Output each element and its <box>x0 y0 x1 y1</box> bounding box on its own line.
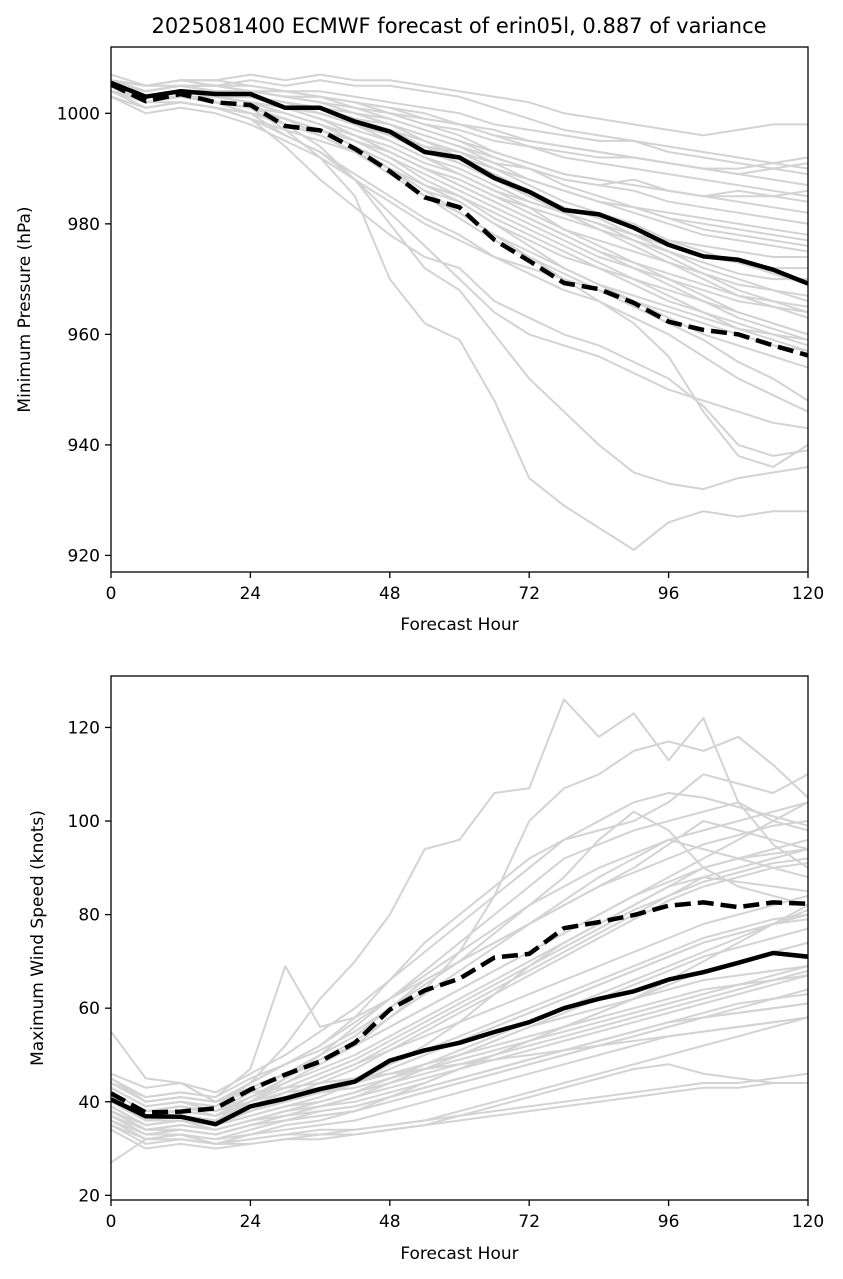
pressure-plot-area <box>111 73 808 551</box>
pressure-dashed-mean-line <box>111 82 808 358</box>
wind-x-tick-label: 24 <box>240 1212 262 1232</box>
pressure-ensemble-line <box>111 90 808 314</box>
pressure-ensemble-line <box>111 79 808 170</box>
wind-y-tick-label: 60 <box>78 999 100 1019</box>
wind-ensemble-line <box>111 974 808 1113</box>
wind-ensemble-line <box>111 974 808 1131</box>
pressure-x-tick-label: 0 <box>106 584 117 604</box>
wind-ensemble-line <box>111 792 808 1094</box>
wind-y-tick-label: 20 <box>78 1186 100 1206</box>
pressure-y-axis-label: Minimum Pressure (hPa) <box>15 206 35 412</box>
pressure-x-tick-label: 72 <box>518 584 540 604</box>
pressure-ensemble-line <box>111 79 808 187</box>
pressure-y-tick-label: 1000 <box>57 104 100 124</box>
pressure-ensemble-line <box>111 84 808 242</box>
pressure-solid-mean-line <box>111 80 808 286</box>
wind-x-tick-label: 96 <box>658 1212 680 1232</box>
wind-x-tick-label: 120 <box>792 1212 824 1232</box>
pressure-ensemble-line <box>111 90 808 341</box>
wind-y-tick-label: 40 <box>78 1093 100 1113</box>
wind-ensemble-line <box>111 820 808 1099</box>
pressure-ensemble-line <box>111 79 808 176</box>
wind-ensemble-line <box>111 876 808 1113</box>
wind-axes-frame <box>110 675 809 1201</box>
pressure-y-tick-label: 960 <box>68 325 100 345</box>
figure-title: 2025081400 ECMWF forecast of erin05l, 0.… <box>151 14 766 38</box>
wind-panel: 0 24 48 72 96 120 20 40 60 80 100 120 Forecast Hour M… <box>28 675 824 1264</box>
wind-ensemble-line <box>111 1002 808 1136</box>
pressure-x-tick-label: 120 <box>792 584 824 604</box>
wind-dashed-mean-line <box>111 900 808 1115</box>
pressure-x-axis-label: Forecast Hour <box>400 615 518 635</box>
pressure-ensemble-line <box>111 73 808 137</box>
wind-y-tick-label: 120 <box>68 718 100 738</box>
wind-x-axis-label: Forecast Hour <box>400 1244 518 1264</box>
wind-y-tick-label: 100 <box>68 812 100 832</box>
wind-ensemble-line <box>111 801 808 1103</box>
wind-ensemble-line <box>111 801 808 1103</box>
wind-ensemble-line <box>111 838 808 1117</box>
wind-y-axis-label: Maximum Wind Speed (knots) <box>28 810 48 1066</box>
wind-ensemble-line <box>111 1016 808 1103</box>
pressure-x-tick-label: 24 <box>240 584 262 604</box>
pressure-ensemble-line <box>111 79 808 198</box>
wind-x-tick-label: 48 <box>379 1212 401 1232</box>
wind-x-tick-label: 0 <box>106 1212 117 1232</box>
wind-ensemble-line <box>111 1072 808 1145</box>
wind-ensemble-line <box>111 1082 808 1150</box>
pressure-y-tick-label: 940 <box>68 436 100 456</box>
pressure-ensemble-line <box>111 95 808 352</box>
wind-solid-mean-line <box>111 950 808 1127</box>
wind-ensemble-line <box>111 913 808 1117</box>
wind-ensemble-line <box>111 857 808 1117</box>
pressure-x-tick-label: 48 <box>379 584 401 604</box>
pressure-y-tick-label: 920 <box>68 546 100 566</box>
wind-x-tick-label: 72 <box>518 1212 540 1232</box>
pressure-y-tick-label: 980 <box>68 215 100 235</box>
wind-y-tick-label: 80 <box>78 906 100 926</box>
wind-plot-area <box>111 698 808 1164</box>
pressure-axes-frame <box>110 46 809 573</box>
pressure-x-tick-label: 96 <box>658 584 680 604</box>
pressure-panel: 0 24 48 72 96 120 920 940 960 980 1000 Forecast Hou… <box>15 46 824 635</box>
